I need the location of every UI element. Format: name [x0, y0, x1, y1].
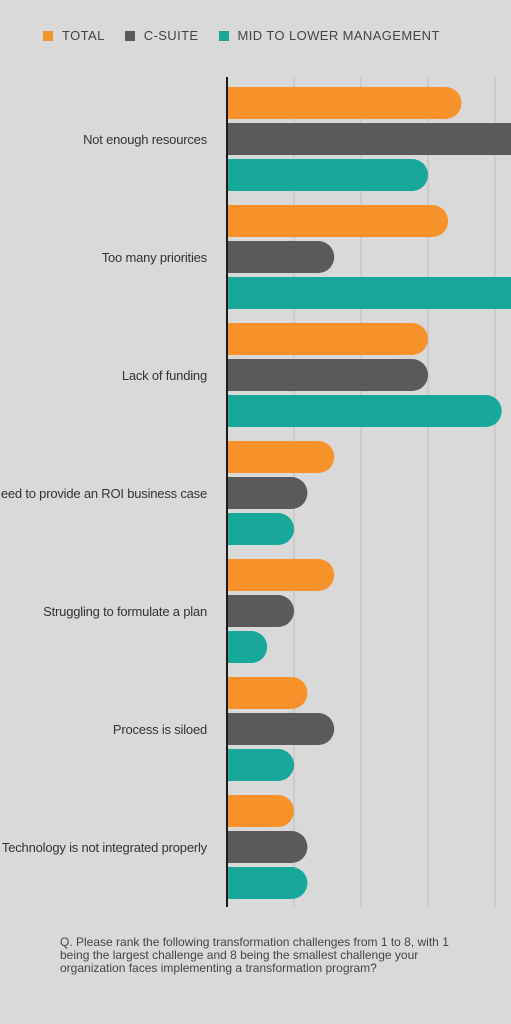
bar-total-0 [211, 87, 462, 119]
legend-item-total: TOTAL [43, 28, 105, 43]
survey-question-footnote: Q. Please rank the following transformat… [60, 935, 449, 975]
axis-mask [195, 77, 227, 907]
bar-c-suite-4 [211, 595, 294, 627]
category-label: Need to provide an ROI business case [0, 486, 207, 501]
bar-c-suite-1 [211, 241, 335, 273]
bar-c-suite-2 [211, 359, 428, 391]
category-label: Process is siloed [113, 722, 207, 737]
bar-mid-to-lower-management-3 [211, 513, 294, 545]
legend-swatch-mid-lower-management [218, 30, 229, 41]
legend-label-total: TOTAL [62, 28, 105, 43]
bar-chart: Not enough resources Too many priorities L… [0, 77, 511, 907]
bar-c-suite-0 [211, 123, 511, 155]
bar-total-3 [211, 441, 335, 473]
category-label: Not enough resources [83, 132, 208, 147]
bar-mid-to-lower-management-0 [211, 159, 428, 191]
bar-total-2 [211, 323, 428, 355]
legend-label-mid-lower-management: MID TO LOWER MANAGEMENT [237, 28, 440, 43]
legend-swatch-total [43, 30, 53, 41]
bar-c-suite-3 [211, 477, 308, 509]
chart-legend: TOTAL C-SUITE MID TO LOWER MANAGEMENT [43, 28, 440, 43]
category-label: Too many priorities [102, 250, 208, 265]
legend-item-c-suite: C-SUITE [124, 28, 199, 43]
bar-total-5 [211, 677, 308, 709]
bar-total-4 [211, 559, 335, 591]
legend-label-c-suite: C-SUITE [143, 28, 199, 43]
legend-item-mid-lower-management: MID TO LOWER MANAGEMENT [218, 28, 440, 43]
bar-mid-to-lower-management-6 [211, 867, 308, 899]
bar-c-suite-6 [211, 831, 308, 863]
legend-swatch-c-suite [124, 30, 135, 41]
category-label: Struggling to formulate a plan [43, 604, 207, 619]
bar-mid-to-lower-management-2 [211, 395, 502, 427]
bar-total-6 [211, 795, 294, 827]
bar-total-1 [211, 205, 449, 237]
bar-mid-to-lower-management-5 [211, 749, 294, 781]
bar-mid-to-lower-management-1 [211, 277, 511, 309]
bar-c-suite-5 [211, 713, 335, 745]
category-label: Lack of funding [122, 368, 207, 383]
category-label: Technology is not integrated properly [2, 840, 208, 855]
